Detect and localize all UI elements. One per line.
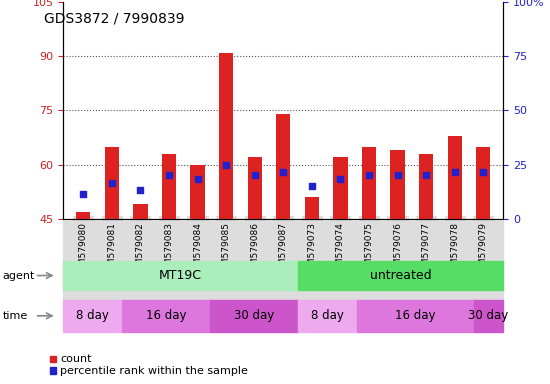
Bar	[390, 150, 405, 219]
Point	[279, 169, 288, 175]
Bar	[333, 157, 348, 219]
Point	[107, 180, 116, 186]
Text: 8 day: 8 day	[311, 310, 344, 322]
Bar	[419, 154, 433, 219]
Text: 30 day: 30 day	[469, 310, 509, 322]
Bar	[162, 154, 176, 219]
Point	[193, 176, 202, 182]
Bar	[276, 114, 290, 219]
Text: agent: agent	[3, 270, 35, 281]
Bar	[448, 136, 462, 219]
Point	[250, 172, 259, 179]
Bar	[305, 197, 319, 219]
Text: time: time	[3, 311, 28, 321]
Point	[222, 162, 230, 168]
Point	[79, 190, 87, 197]
Point	[307, 183, 316, 189]
Text: untreated: untreated	[370, 269, 431, 282]
Bar	[248, 157, 262, 219]
Text: count: count	[60, 354, 92, 364]
Bar	[76, 212, 90, 219]
Text: GDS3872 / 7990839: GDS3872 / 7990839	[44, 12, 184, 25]
Text: percentile rank within the sample: percentile rank within the sample	[60, 366, 249, 376]
Point	[479, 169, 488, 175]
Point	[422, 172, 431, 179]
Point	[450, 169, 459, 175]
Text: 30 day: 30 day	[234, 310, 274, 322]
Point	[136, 187, 145, 193]
Bar	[104, 147, 119, 219]
Bar	[190, 165, 205, 219]
Bar	[219, 53, 233, 219]
Bar	[362, 147, 376, 219]
Bar	[476, 147, 491, 219]
Point	[336, 176, 345, 182]
Text: 16 day: 16 day	[146, 310, 186, 322]
Text: 16 day: 16 day	[395, 310, 436, 322]
Text: 8 day: 8 day	[76, 310, 109, 322]
Point	[164, 172, 173, 179]
Point	[365, 172, 373, 179]
Text: MT19C: MT19C	[159, 269, 202, 282]
Bar	[133, 204, 147, 219]
Point	[393, 172, 402, 179]
